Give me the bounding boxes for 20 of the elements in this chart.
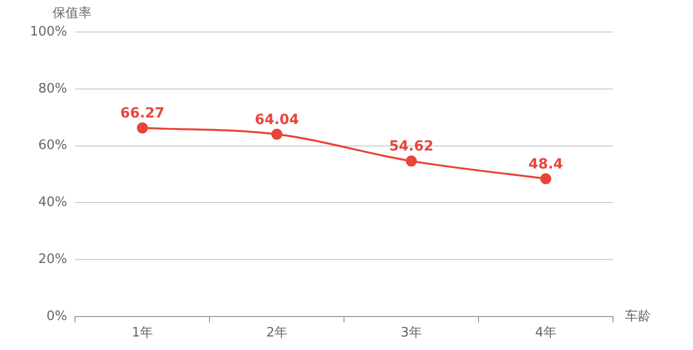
y-tick-label: 0% (46, 308, 68, 324)
x-tick-label: 1年 (132, 326, 154, 341)
data-label: 66.27 (120, 106, 165, 122)
y-tick-label: 60% (38, 138, 68, 154)
data-label: 48.4 (528, 156, 564, 172)
y-tick-label: 100% (30, 24, 68, 40)
y-tick-label: 80% (38, 81, 68, 96)
point (136, 122, 148, 134)
data-label: 54.62 (389, 138, 434, 155)
x-axis-title: 车龄 (625, 308, 651, 324)
y-tick-label: 40% (38, 195, 68, 210)
y-tick-label: 20% (38, 252, 68, 267)
point (540, 173, 552, 184)
x-tick-label: 2年 (266, 326, 288, 341)
x-tick-label: 3年 (400, 326, 422, 341)
y-axis-title: 保值率 (52, 4, 92, 21)
x-tick-label: 4年 (535, 326, 556, 341)
point (406, 156, 417, 167)
data-label: 64.04 (254, 112, 300, 128)
point (271, 128, 282, 140)
